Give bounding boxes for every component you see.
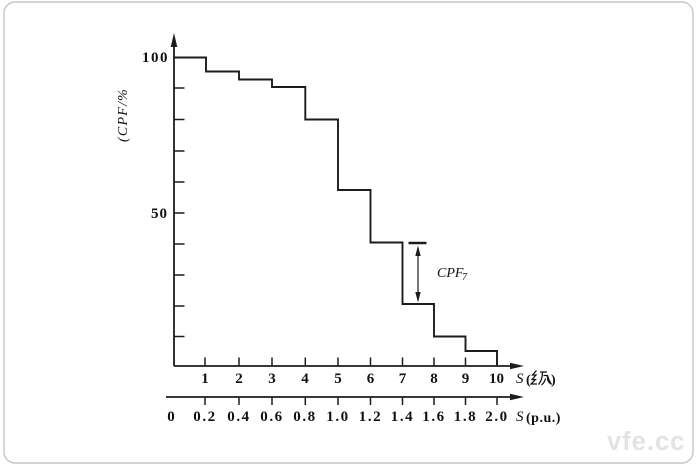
- svg-text:): ): [551, 373, 556, 388]
- svg-text:1.2: 1.2: [359, 409, 383, 425]
- svg-text:S: S: [516, 409, 524, 425]
- svg-text:7: 7: [462, 272, 468, 283]
- svg-text:(: (: [526, 373, 531, 388]
- svg-text:0.6: 0.6: [260, 409, 284, 425]
- svg-text:1.0: 1.0: [326, 409, 350, 425]
- svg-text:100: 100: [142, 50, 169, 66]
- svg-text:1: 1: [201, 371, 209, 387]
- svg-text:CPF: CPF: [437, 266, 464, 281]
- svg-text:50: 50: [151, 206, 168, 222]
- svg-text:vfe.cc: vfe.cc: [607, 428, 685, 456]
- svg-text:6: 6: [367, 371, 375, 387]
- svg-text:0.4: 0.4: [227, 409, 251, 425]
- svg-text:4: 4: [301, 371, 309, 387]
- svg-text:7: 7: [399, 371, 407, 387]
- svg-text:2.0: 2.0: [485, 409, 509, 425]
- svg-text:0.2: 0.2: [193, 409, 217, 425]
- svg-text:8: 8: [430, 371, 438, 387]
- svg-text:1.6: 1.6: [422, 409, 446, 425]
- svg-text:S: S: [516, 371, 524, 387]
- svg-text:0.8: 0.8: [293, 409, 317, 425]
- svg-text:10: 10: [489, 371, 504, 387]
- svg-text:(p.u.): (p.u.): [526, 411, 561, 426]
- svg-text:0: 0: [167, 409, 175, 425]
- svg-text:2: 2: [235, 371, 243, 387]
- svg-text:1.4: 1.4: [391, 409, 415, 425]
- svg-text:1.8: 1.8: [454, 409, 478, 425]
- svg-text:9: 9: [462, 371, 470, 387]
- svg-text:(CPF/%: (CPF/%: [116, 88, 131, 142]
- svg-text:3: 3: [268, 371, 276, 387]
- svg-text:5: 5: [334, 371, 342, 387]
